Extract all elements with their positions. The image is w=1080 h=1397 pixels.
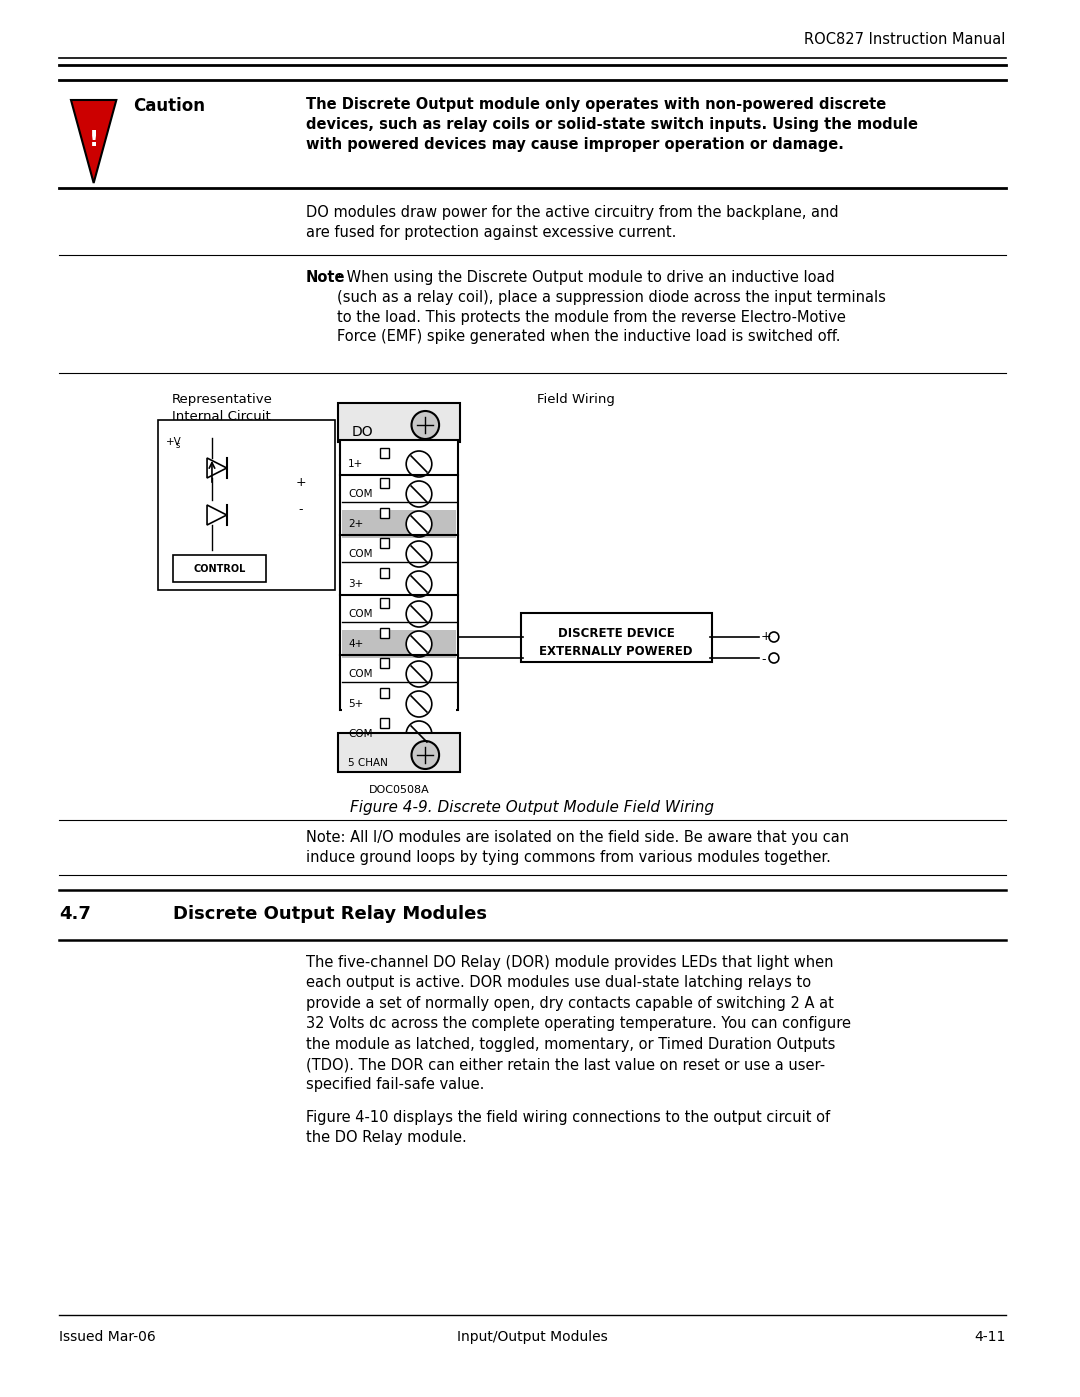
Circle shape [406, 692, 432, 717]
Text: Field Wiring: Field Wiring [538, 393, 616, 407]
FancyBboxPatch shape [379, 687, 390, 698]
FancyBboxPatch shape [379, 658, 390, 668]
Circle shape [406, 541, 432, 567]
FancyBboxPatch shape [342, 510, 457, 538]
Text: COM: COM [348, 549, 373, 559]
FancyBboxPatch shape [340, 440, 458, 710]
Circle shape [406, 451, 432, 476]
Polygon shape [71, 101, 117, 183]
Text: DO: DO [352, 425, 374, 439]
FancyBboxPatch shape [379, 448, 390, 458]
Text: Figure 4-9. Discrete Output Module Field Wiring: Figure 4-9. Discrete Output Module Field… [350, 800, 714, 814]
FancyBboxPatch shape [342, 719, 457, 747]
Circle shape [411, 740, 440, 768]
Text: Note: All I/O modules are isolated on the field side. Be aware that you can
indu: Note: All I/O modules are isolated on th… [306, 830, 849, 865]
FancyBboxPatch shape [338, 733, 460, 773]
Text: DO modules draw power for the active circuitry from the backplane, and
are fused: DO modules draw power for the active cir… [306, 205, 838, 240]
Circle shape [411, 411, 440, 439]
FancyBboxPatch shape [379, 538, 390, 548]
FancyBboxPatch shape [173, 555, 266, 583]
Text: 3+: 3+ [348, 578, 363, 590]
Text: Note: Note [306, 270, 346, 285]
FancyBboxPatch shape [342, 570, 457, 598]
FancyBboxPatch shape [342, 599, 457, 629]
Text: Caution: Caution [133, 96, 205, 115]
Text: COM: COM [348, 729, 373, 739]
Text: The Discrete Output module only operates with non-powered discrete
devices, such: The Discrete Output module only operates… [306, 96, 918, 152]
FancyBboxPatch shape [521, 613, 712, 662]
Text: COM: COM [348, 669, 373, 679]
Text: : When using the Discrete Output module to drive an inductive load
(such as a re: : When using the Discrete Output module … [337, 270, 886, 345]
FancyBboxPatch shape [342, 690, 457, 718]
Text: DISCRETE DEVICE: DISCRETE DEVICE [557, 627, 675, 640]
FancyBboxPatch shape [342, 541, 457, 569]
Circle shape [769, 631, 779, 643]
Circle shape [406, 511, 432, 536]
Text: Input/Output Modules: Input/Output Modules [457, 1330, 608, 1344]
Circle shape [406, 661, 432, 687]
Circle shape [406, 601, 432, 627]
Circle shape [406, 571, 432, 597]
Text: COM: COM [348, 609, 373, 619]
Text: CONTROL: CONTROL [193, 563, 245, 574]
Text: -: - [761, 654, 766, 666]
FancyBboxPatch shape [158, 420, 335, 590]
Text: 5 CHAN: 5 CHAN [348, 759, 388, 768]
Text: Representative
Internal Circuit: Representative Internal Circuit [172, 393, 272, 423]
Text: 4.7: 4.7 [59, 905, 91, 923]
FancyBboxPatch shape [379, 569, 390, 578]
Text: 4-11: 4-11 [974, 1330, 1005, 1344]
Circle shape [406, 631, 432, 657]
FancyBboxPatch shape [379, 598, 390, 608]
Text: !: ! [89, 130, 98, 149]
Text: +: + [296, 475, 306, 489]
Text: +V: +V [165, 437, 181, 447]
Text: s: s [175, 441, 180, 450]
Text: The five-channel DO Relay (DOR) module provides LEDs that light when
each output: The five-channel DO Relay (DOR) module p… [306, 956, 851, 1092]
Text: Discrete Output Relay Modules: Discrete Output Relay Modules [173, 905, 486, 923]
FancyBboxPatch shape [342, 659, 457, 687]
Text: +: + [761, 630, 772, 644]
Text: COM: COM [348, 489, 373, 499]
FancyBboxPatch shape [342, 481, 457, 509]
Circle shape [406, 721, 432, 747]
Circle shape [769, 652, 779, 664]
FancyBboxPatch shape [379, 718, 390, 728]
Text: EXTERNALLY POWERED: EXTERNALLY POWERED [539, 645, 693, 658]
Text: -: - [298, 503, 303, 517]
FancyBboxPatch shape [379, 629, 390, 638]
Text: 4+: 4+ [348, 638, 363, 650]
FancyBboxPatch shape [342, 450, 457, 478]
Text: ROC827 Instruction Manual: ROC827 Instruction Manual [805, 32, 1005, 47]
FancyBboxPatch shape [342, 630, 457, 658]
FancyBboxPatch shape [379, 478, 390, 488]
FancyBboxPatch shape [338, 402, 460, 441]
Circle shape [406, 481, 432, 507]
Text: 1+: 1+ [348, 460, 363, 469]
Text: Issued Mar-06: Issued Mar-06 [59, 1330, 156, 1344]
Text: 2+: 2+ [348, 520, 363, 529]
Text: 5+: 5+ [348, 698, 363, 710]
Text: DOC0508A: DOC0508A [369, 785, 430, 795]
Text: Figure 4-10 displays the field wiring connections to the output circuit of
the D: Figure 4-10 displays the field wiring co… [306, 1111, 829, 1146]
FancyBboxPatch shape [379, 509, 390, 518]
